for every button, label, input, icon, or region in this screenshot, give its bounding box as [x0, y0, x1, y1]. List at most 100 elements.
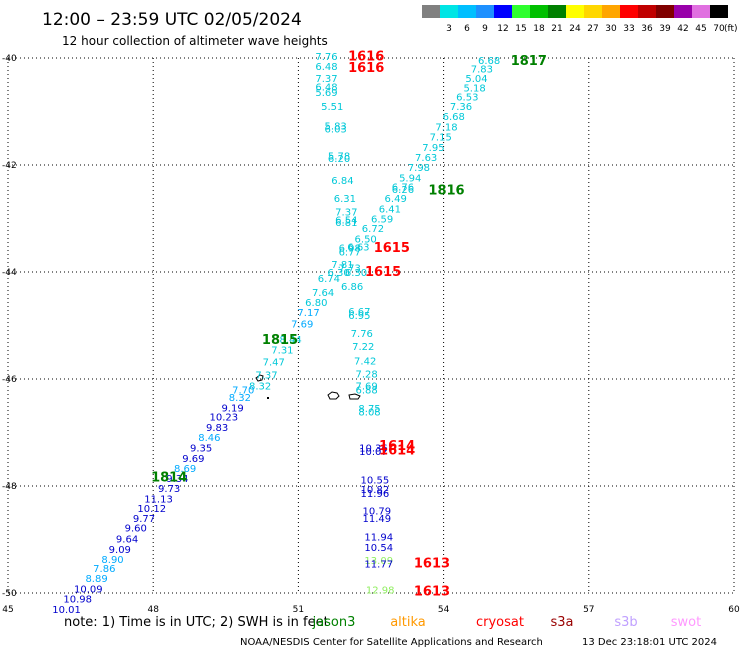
wave-height-label: 6.68	[478, 56, 500, 67]
wave-height-label: 5.18	[463, 83, 485, 94]
wave-height-label: 8.32	[249, 381, 271, 392]
wave-height-label: 9.83	[206, 423, 228, 434]
footer-credit: NOAA/NESDIS Center for Satellite Applica…	[240, 637, 543, 648]
legend-tick-label: 6	[464, 24, 470, 34]
legend-tick-label: 42	[677, 24, 688, 34]
wave-height-label: 7.37	[255, 371, 277, 382]
legend-tick-label: 30	[605, 24, 617, 34]
wave-height-label: 9.35	[190, 443, 212, 454]
island-outlines	[255, 374, 361, 400]
wave-height-label: 7.81	[331, 260, 353, 271]
wave-height-label: 7.63	[415, 153, 437, 164]
wave-height-label: 7.76	[351, 329, 373, 340]
wave-height-label: 7.69	[356, 381, 378, 392]
wave-height-label: 5.04	[465, 74, 487, 85]
wave-height-label: 6.48	[315, 82, 337, 93]
wave-height-label: 6.77	[339, 248, 361, 259]
wave-height-label: 6.68	[443, 112, 465, 123]
x-tick-label: 48	[147, 605, 159, 615]
legend-swatch	[494, 5, 512, 18]
footer-note: note: 1) Time is in UTC; 2) SWH is in fe…	[64, 615, 329, 630]
wave-height-label: 7.15	[430, 133, 452, 144]
legend-swatch	[458, 5, 476, 18]
wave-height-label: 5.83	[325, 121, 347, 132]
wave-height-label: 7.28	[356, 370, 378, 381]
wave-height-label: 8.89	[85, 574, 107, 585]
plot-area	[7, 57, 735, 594]
wave-height-label: 5.78	[328, 151, 350, 162]
island-outline	[255, 374, 264, 382]
satellite-legend-item: s3b	[614, 615, 637, 630]
wave-height-label: 9.09	[109, 545, 131, 556]
wave-height-label: 13.09	[364, 556, 393, 567]
wave-height-label: 7.76	[315, 52, 337, 63]
wave-height-label: 8.75	[358, 404, 380, 415]
pass-id-label: 1615	[365, 265, 401, 280]
y-tick-label: -50	[2, 589, 17, 599]
legend-swatch	[656, 5, 674, 18]
wave-height-label: 10.01	[52, 605, 81, 616]
wave-height-label: 7.83	[471, 65, 493, 76]
legend-swatch	[512, 5, 530, 18]
wave-height-label: 5.51	[321, 102, 343, 113]
legend-tick-label: 12	[497, 24, 508, 34]
wave-height-label: 6.67	[348, 307, 370, 318]
wave-height-label: 6.48	[315, 62, 337, 73]
wave-height-label: 7.64	[312, 288, 334, 299]
legend-tick-label: 9	[482, 24, 488, 34]
wave-height-label: 6.95	[348, 311, 370, 322]
wave-height-label: 10.09	[74, 585, 103, 596]
wave-height-label: 8.69	[174, 464, 196, 475]
legend-unit: (ft)	[724, 24, 738, 34]
wave-height-label: 10.55	[361, 476, 390, 487]
wave-height-label: 9.69	[182, 454, 204, 465]
legend-tick-label: 24	[569, 24, 581, 34]
wave-height-label: 9.64	[116, 534, 138, 545]
wave-height-label: 7.37	[315, 74, 337, 85]
wave-height-label: 9.60	[125, 524, 147, 535]
wave-height-label: 10.82	[361, 485, 390, 496]
wave-height-label: 10.98	[63, 594, 92, 605]
wave-height-label: 11.94	[364, 532, 393, 543]
legend-tick-label: 45	[695, 24, 706, 34]
wave-height-label: 6.03	[325, 125, 347, 136]
chart-title: 12:00 – 23:59 UTC 02/05/2024	[42, 10, 302, 30]
wave-height-label: 6.84	[331, 176, 353, 187]
y-tick-label: -40	[2, 54, 17, 64]
wave-height-label: 6.59	[371, 215, 393, 226]
legend-swatch	[548, 5, 566, 18]
wave-height-label: 7.86	[93, 564, 115, 575]
wave-height-label: 7.42	[354, 356, 376, 367]
wave-height-label: 7.36	[450, 102, 472, 113]
wave-height-label: 9.34	[166, 474, 188, 485]
legend-tick-label: 70	[713, 24, 725, 34]
wave-height-label: 6.86	[341, 282, 363, 293]
wave-height-label: 6.41	[379, 204, 401, 215]
y-tick-label: -46	[2, 375, 17, 385]
legend-tick-label: 33	[623, 24, 634, 34]
pass-id-label: 1814	[151, 470, 187, 485]
pass-id-label: 1614	[379, 444, 415, 459]
wave-height-label: 8.90	[101, 555, 123, 566]
legend-swatch	[422, 5, 440, 18]
wave-height-label: 11.49	[362, 514, 391, 525]
legend-swatch	[584, 5, 602, 18]
pass-id-label: 1616	[348, 49, 384, 64]
wave-height-label: 6.30	[345, 268, 367, 279]
wave-height-label: 8.32	[229, 393, 251, 404]
pass-id-label: 1614	[379, 439, 415, 454]
x-tick-label: 60	[728, 605, 740, 615]
legend-swatch	[710, 5, 728, 18]
x-tick-label: 51	[293, 605, 304, 615]
wave-height-label: 6.54	[335, 216, 357, 227]
legend-swatch	[674, 5, 692, 18]
wave-height-label: 7.95	[422, 143, 444, 154]
y-tick-label: -44	[2, 268, 17, 278]
wave-height-label: 5.94	[399, 173, 421, 184]
wave-height-label: 8.46	[198, 433, 220, 444]
pass-id-label: 1615	[374, 241, 410, 256]
satellite-legend-item: altika	[390, 615, 426, 630]
footer-timestamp: 13 Dec 23:18:01 UTC 2024	[582, 637, 717, 648]
